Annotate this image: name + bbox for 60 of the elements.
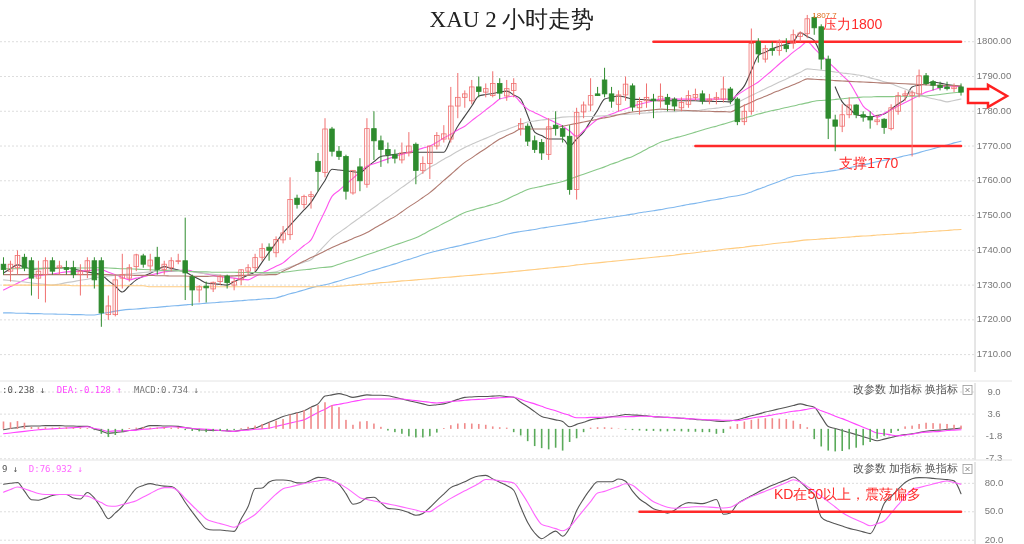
candlestick: [657, 82, 664, 109]
y-tick-label: 1730.00: [976, 278, 1012, 290]
y-tick-label: -7.3: [985, 452, 1003, 464]
candlestick: [266, 242, 272, 262]
candlestick: [497, 77, 503, 100]
annotation: DEA:-0.128 ↑: [56, 384, 122, 395]
candlestick: [154, 246, 160, 276]
candlestick: [350, 169, 356, 196]
line-series: [2, 478, 962, 532]
chart-subtitle: 改参数 加指标 换指标: [852, 382, 958, 395]
candlestick: [755, 37, 762, 64]
candlestick: [958, 82, 964, 97]
candlestick: [476, 75, 482, 98]
candlestick: [650, 93, 657, 119]
line-series: [2, 140, 962, 316]
annotation: MACD:0.734 ↓: [134, 384, 200, 395]
candlestick: [518, 117, 524, 137]
y-tick-label: 1720.00: [976, 313, 1012, 325]
y-tick-label: 50.0: [984, 505, 1004, 517]
y-tick-label: 1780.00: [976, 104, 1012, 116]
candlestick: [615, 89, 622, 112]
candlestick: [7, 260, 14, 283]
y-tick-label: 1750.00: [976, 209, 1012, 221]
y-tick-label: 1760.00: [976, 174, 1012, 186]
y-tick-label: 1800.00: [976, 35, 1012, 47]
candlestick: [294, 194, 300, 210]
series-label: 支撑1770: [839, 155, 899, 172]
candlestick: [203, 281, 209, 303]
y-tick-label: 1710.00: [976, 348, 1012, 360]
candlestick: [315, 152, 321, 192]
chart-subtitle: 改参数 加指标 换指标: [852, 461, 958, 474]
chart-title: XAU 2 小时走势: [429, 7, 595, 32]
y-tick-label: 80.0: [984, 476, 1004, 488]
candlestick: [14, 249, 21, 276]
y-tick-label: -1.8: [985, 429, 1003, 441]
candlestick: [182, 217, 188, 301]
candlestick: [622, 75, 629, 102]
annotation: 9 ↓: [2, 463, 19, 474]
y-tick-label: 1770.00: [976, 139, 1012, 151]
annotation: D:76.932 ↓: [28, 463, 83, 474]
annotation: :0.238 ↓: [2, 384, 46, 395]
candlestick: [629, 82, 636, 112]
candlestick: [545, 117, 552, 161]
candlestick: [189, 274, 195, 307]
candlestick: [643, 82, 650, 109]
candlestick: [28, 256, 35, 297]
y-tick-label: 20.0: [984, 533, 1004, 544]
candlestick: [322, 117, 328, 178]
candlestick: [364, 117, 370, 189]
y-tick-label: 3.6: [987, 407, 1001, 419]
candlestick: [636, 96, 643, 116]
line-series: [2, 474, 962, 540]
y-tick-label: 9.0: [987, 385, 1001, 397]
candlestick: [832, 114, 838, 152]
candlestick: [231, 277, 237, 291]
y-tick-label: 1740.00: [976, 243, 1012, 255]
candlestick: [951, 82, 957, 93]
y-tick-label: 1790.00: [976, 70, 1012, 81]
candlestick: [776, 38, 782, 57]
candlestick: [357, 157, 363, 192]
